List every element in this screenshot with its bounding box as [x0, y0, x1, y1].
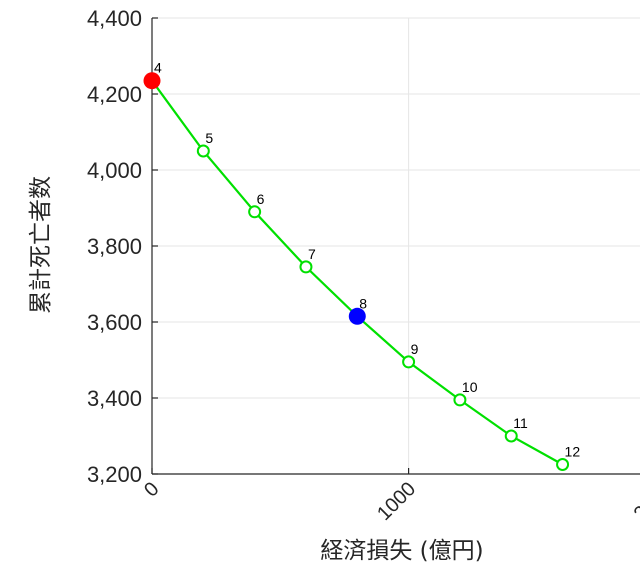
- series-line: [151, 80, 564, 466]
- point-label: 5: [205, 130, 213, 146]
- series: [143, 72, 570, 471]
- data-point: [248, 205, 262, 219]
- axes: 3,200 3,400 3,600 3,800 4,000 4,200 4,400 0 1000…: [87, 6, 640, 525]
- data-point: [402, 355, 416, 369]
- highlight-point: [348, 307, 366, 325]
- y-tick-label: 3,200: [87, 462, 142, 487]
- y-tick-label: 3,600: [87, 310, 142, 335]
- point-label: 7: [308, 246, 316, 262]
- point-label: 8: [359, 295, 367, 311]
- data-point: [453, 393, 467, 407]
- point-label: 12: [565, 444, 581, 460]
- point-label: 10: [462, 379, 478, 395]
- point-label: 4: [154, 60, 162, 76]
- y-tick-label: 4,200: [87, 82, 142, 107]
- y-axis-label: 累計死亡者数: [28, 176, 54, 314]
- y-tick-label: 4,400: [87, 6, 142, 31]
- point-labels: 4567891011120: [154, 60, 581, 460]
- y-tick-label: 3,800: [87, 234, 142, 259]
- x-axis-label: 経済損失 (億円): [320, 538, 483, 564]
- data-point: [556, 458, 570, 471]
- data-point: [196, 144, 210, 158]
- x-tick-label: 2000: [630, 478, 640, 525]
- point-label: 9: [411, 341, 419, 357]
- point-label: 6: [257, 191, 265, 207]
- highlight-point: [143, 72, 161, 90]
- x-tick-label: 0: [140, 478, 163, 501]
- grid: [151, 17, 640, 475]
- data-point: [504, 429, 518, 443]
- y-tick-label: 3,400: [87, 386, 142, 411]
- point-label: 11: [513, 415, 528, 431]
- y-tick-label: 4,000: [87, 158, 142, 183]
- data-point: [299, 260, 313, 274]
- x-tick-label: 1000: [373, 478, 420, 525]
